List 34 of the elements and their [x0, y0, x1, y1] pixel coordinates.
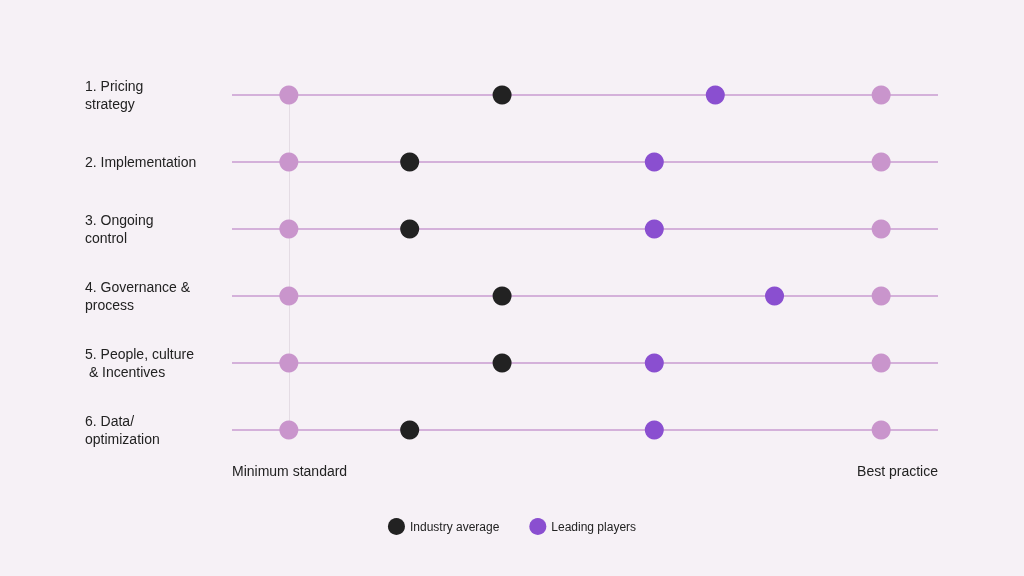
point — [279, 85, 299, 105]
point — [279, 420, 299, 440]
point — [400, 219, 420, 239]
point — [871, 353, 891, 373]
legend-label: Leading players — [551, 519, 637, 534]
point — [644, 420, 664, 440]
y-tick-label: 6. Data/optimization — [85, 413, 160, 447]
point — [644, 219, 664, 239]
point — [871, 286, 891, 306]
point — [705, 85, 725, 105]
legend-label: Industry average — [409, 519, 500, 534]
point — [871, 420, 891, 440]
text: Best practice — [857, 463, 939, 479]
y-tick-label: 3. Ongoing control — [85, 212, 158, 246]
point — [871, 219, 891, 239]
point — [279, 353, 299, 373]
point — [765, 286, 785, 306]
y-tick-label: 4. Governance & process — [85, 279, 194, 313]
y-tick-label: 2. Implementation — [85, 154, 197, 170]
point — [492, 85, 512, 105]
point — [279, 152, 299, 172]
point — [492, 353, 512, 373]
point — [400, 152, 420, 172]
text: Minimum standard — [232, 463, 348, 479]
point — [871, 152, 891, 172]
point — [871, 85, 891, 105]
y-tick-label: 5. People, culture & Incentives — [85, 346, 195, 380]
point — [400, 420, 420, 440]
point — [644, 152, 664, 172]
point — [492, 286, 512, 306]
point — [644, 353, 664, 373]
point — [279, 286, 299, 306]
point — [279, 219, 299, 239]
y-tick-label: 1. Pricing strategy — [85, 78, 148, 112]
